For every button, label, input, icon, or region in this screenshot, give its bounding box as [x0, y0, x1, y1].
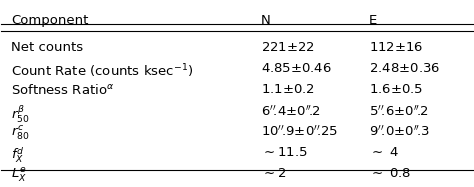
Text: Net counts: Net counts — [11, 41, 83, 54]
Text: Component: Component — [11, 14, 88, 27]
Text: 10$^{\prime\prime}\!$.9$\pm$0$^{\prime\prime}\!$.25: 10$^{\prime\prime}\!$.9$\pm$0$^{\prime\p… — [261, 125, 337, 139]
Text: $L_{X}^{e}$: $L_{X}^{e}$ — [11, 167, 27, 184]
Text: $\sim$ 4: $\sim$ 4 — [369, 146, 399, 159]
Text: 5$^{\prime\prime}\!$.6$\pm$0$^{\prime\prime}\!$.2: 5$^{\prime\prime}\!$.6$\pm$0$^{\prime\pr… — [369, 104, 429, 119]
Text: Count Rate (counts ksec$^{-1}$): Count Rate (counts ksec$^{-1}$) — [11, 62, 193, 80]
Text: $\sim$11.5: $\sim$11.5 — [261, 146, 307, 159]
Text: 9$^{\prime\prime}\!$.0$\pm$0$^{\prime\prime}\!$.3: 9$^{\prime\prime}\!$.0$\pm$0$^{\prime\pr… — [369, 125, 430, 139]
Text: $r_{80}^{c}$: $r_{80}^{c}$ — [11, 125, 29, 142]
Text: 4.85$\pm$0.46: 4.85$\pm$0.46 — [261, 62, 331, 75]
Text: $f_{X}^{d}$: $f_{X}^{d}$ — [11, 146, 24, 165]
Text: 1.6$\pm$0.5: 1.6$\pm$0.5 — [369, 83, 423, 96]
Text: 112$\pm$16: 112$\pm$16 — [369, 41, 423, 54]
Text: 1.1$\pm$0.2: 1.1$\pm$0.2 — [261, 83, 314, 96]
Text: $r_{50}^{\beta}$: $r_{50}^{\beta}$ — [11, 104, 29, 125]
Text: 221$\pm$22: 221$\pm$22 — [261, 41, 315, 54]
Text: N: N — [261, 14, 270, 27]
Text: $\sim$2: $\sim$2 — [261, 167, 286, 180]
Text: 6$^{\prime\prime}\!$.4$\pm$0$^{\prime\prime}\!$.2: 6$^{\prime\prime}\!$.4$\pm$0$^{\prime\pr… — [261, 104, 320, 119]
Text: E: E — [369, 14, 377, 27]
Text: $\sim$ 0.8: $\sim$ 0.8 — [369, 167, 411, 180]
Text: 2.48$\pm$0.36: 2.48$\pm$0.36 — [369, 62, 440, 75]
Text: Softness Ratio$^{\alpha}$: Softness Ratio$^{\alpha}$ — [11, 83, 114, 97]
